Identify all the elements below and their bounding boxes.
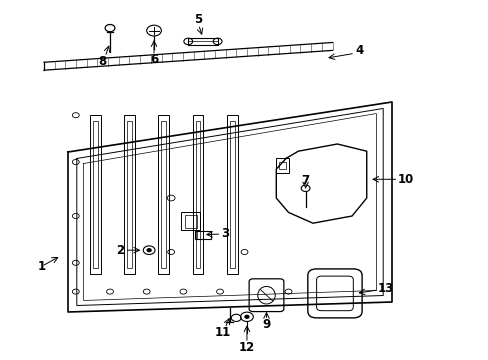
Bar [195, 121, 200, 268]
Text: 10: 10 [397, 173, 413, 186]
Text: 2: 2 [116, 244, 123, 257]
Text: 1: 1 [38, 260, 45, 273]
Circle shape [147, 249, 151, 252]
Bar [184, 215, 196, 228]
Text: 9: 9 [262, 318, 270, 330]
Text: 11: 11 [214, 327, 230, 339]
Bar [226, 115, 237, 274]
Text: 7: 7 [301, 174, 309, 186]
Bar [127, 121, 132, 268]
Bar [181, 212, 200, 230]
Bar [229, 121, 234, 268]
Bar [90, 115, 101, 274]
Text: 3: 3 [221, 227, 228, 240]
Bar [158, 115, 169, 274]
Bar [161, 121, 166, 268]
Text: 12: 12 [238, 341, 255, 354]
Text: 5: 5 [194, 13, 202, 26]
Circle shape [244, 315, 248, 318]
Bar [93, 121, 98, 268]
Bar [278, 162, 285, 169]
Bar [124, 115, 135, 274]
Text: 6: 6 [150, 53, 158, 66]
Text: 4: 4 [355, 44, 363, 57]
Bar [188, 38, 217, 45]
Text: 8: 8 [99, 55, 106, 68]
Bar [276, 158, 288, 173]
FancyBboxPatch shape [249, 279, 283, 311]
Bar [192, 115, 203, 274]
Text: 13: 13 [377, 282, 394, 294]
Bar [195, 231, 210, 239]
